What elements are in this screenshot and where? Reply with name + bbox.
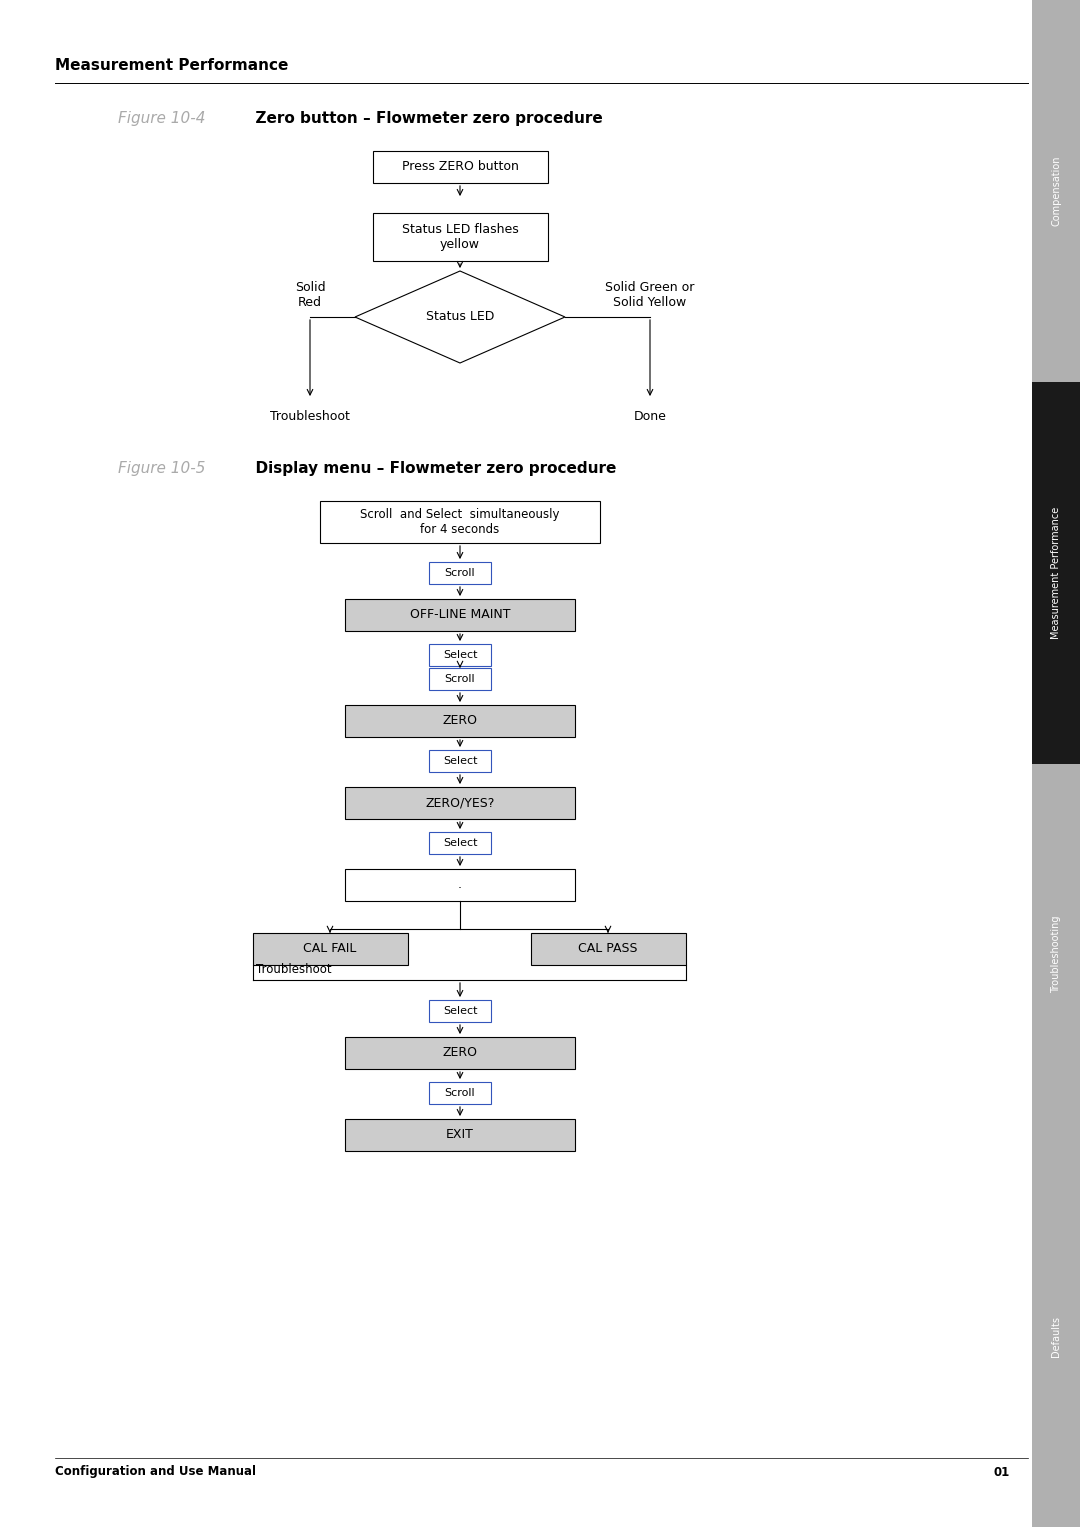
- Text: Scroll: Scroll: [445, 1089, 475, 1098]
- Bar: [1032, 1145, 1080, 1527]
- Text: Measurement Performance: Measurement Performance: [1051, 507, 1061, 638]
- FancyBboxPatch shape: [253, 933, 407, 965]
- Bar: [1032, 0, 1080, 382]
- Text: ZERO: ZERO: [443, 715, 477, 727]
- FancyBboxPatch shape: [373, 151, 548, 183]
- Text: Figure 10-5: Figure 10-5: [118, 461, 205, 476]
- Text: ZERO: ZERO: [443, 1046, 477, 1060]
- FancyBboxPatch shape: [429, 644, 491, 666]
- Text: Scroll  and Select  simultaneously
for 4 seconds: Scroll and Select simultaneously for 4 s…: [361, 508, 559, 536]
- FancyBboxPatch shape: [429, 1000, 491, 1022]
- Text: Scroll: Scroll: [445, 568, 475, 579]
- Text: Zero button – Flowmeter zero procedure: Zero button – Flowmeter zero procedure: [245, 111, 603, 127]
- Text: EXIT: EXIT: [446, 1128, 474, 1142]
- Bar: [1032, 382, 1080, 764]
- Text: Solid
Red: Solid Red: [295, 281, 325, 308]
- Text: Figure 10-4: Figure 10-4: [118, 111, 205, 127]
- Text: Troubleshoot: Troubleshoot: [270, 411, 350, 423]
- Text: Select: Select: [443, 756, 477, 767]
- FancyBboxPatch shape: [429, 832, 491, 854]
- Text: Display menu – Flowmeter zero procedure: Display menu – Flowmeter zero procedure: [245, 461, 617, 476]
- Text: Measurement Performance: Measurement Performance: [55, 58, 288, 72]
- FancyBboxPatch shape: [345, 1037, 575, 1069]
- Text: Done: Done: [634, 411, 666, 423]
- FancyBboxPatch shape: [345, 599, 575, 631]
- Text: Troubleshooting: Troubleshooting: [1051, 916, 1061, 993]
- Bar: [1032, 764, 1080, 1145]
- Text: Status LED flashes
yellow: Status LED flashes yellow: [402, 223, 518, 250]
- Text: Configuration and Use Manual: Configuration and Use Manual: [55, 1466, 256, 1478]
- Text: Select: Select: [443, 838, 477, 847]
- FancyBboxPatch shape: [429, 667, 491, 690]
- FancyBboxPatch shape: [530, 933, 686, 965]
- Text: CAL PASS: CAL PASS: [578, 942, 638, 956]
- Text: .: .: [458, 878, 462, 892]
- Text: Compensation: Compensation: [1051, 156, 1061, 226]
- FancyBboxPatch shape: [345, 869, 575, 901]
- FancyBboxPatch shape: [373, 212, 548, 261]
- FancyBboxPatch shape: [345, 1119, 575, 1151]
- Text: ZERO/YES?: ZERO/YES?: [426, 797, 495, 809]
- Text: Press ZERO button: Press ZERO button: [402, 160, 518, 174]
- Polygon shape: [355, 270, 565, 363]
- Text: OFF-LINE MAINT: OFF-LINE MAINT: [409, 608, 510, 621]
- Text: Status LED: Status LED: [426, 310, 495, 324]
- FancyBboxPatch shape: [429, 750, 491, 773]
- FancyBboxPatch shape: [320, 501, 600, 544]
- Text: Solid Green or
Solid Yellow: Solid Green or Solid Yellow: [605, 281, 694, 308]
- FancyBboxPatch shape: [429, 1083, 491, 1104]
- FancyBboxPatch shape: [345, 705, 575, 738]
- Text: Defaults: Defaults: [1051, 1316, 1061, 1356]
- FancyBboxPatch shape: [429, 562, 491, 583]
- Text: Select: Select: [443, 651, 477, 660]
- Text: Select: Select: [443, 1006, 477, 1015]
- Text: CAL FAIL: CAL FAIL: [303, 942, 356, 956]
- FancyBboxPatch shape: [345, 786, 575, 818]
- Text: Troubleshoot: Troubleshoot: [257, 964, 333, 976]
- Text: 01: 01: [994, 1466, 1010, 1478]
- Text: Scroll: Scroll: [445, 673, 475, 684]
